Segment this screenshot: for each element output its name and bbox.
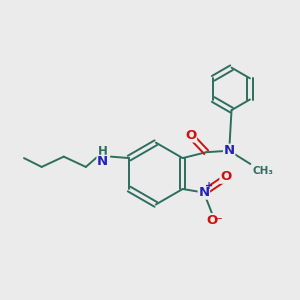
Text: O: O: [185, 129, 197, 142]
Text: N: N: [224, 144, 235, 157]
Text: CH₃: CH₃: [253, 166, 274, 176]
Text: O: O: [220, 170, 231, 183]
Text: H: H: [98, 145, 108, 158]
Text: O: O: [206, 214, 218, 227]
Text: N: N: [97, 155, 108, 168]
Text: ⁻: ⁻: [215, 215, 222, 229]
Text: +: +: [205, 181, 213, 191]
Text: N: N: [198, 186, 209, 199]
